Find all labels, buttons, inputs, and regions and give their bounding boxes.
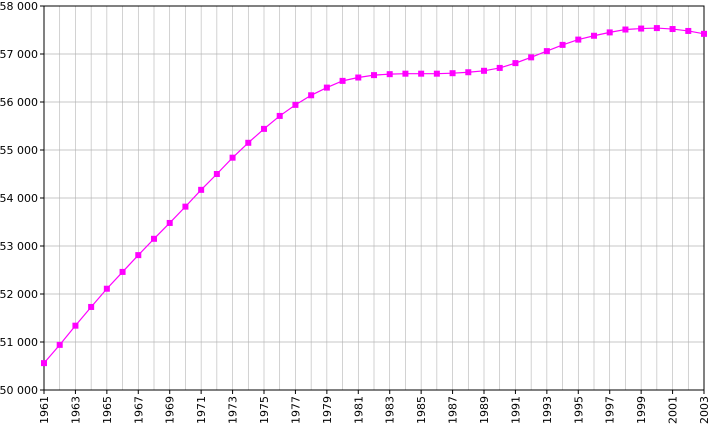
data-point bbox=[119, 268, 126, 275]
y-tick-label: 55 000 bbox=[0, 144, 38, 157]
plot-area-frame bbox=[43, 5, 705, 391]
y-tick-label: 52 000 bbox=[0, 288, 38, 301]
data-point bbox=[638, 25, 645, 32]
y-axis-ticks: 50 000 51 000 52 000 53 000 54 000 55 000 56 0… bbox=[0, 0, 44, 397]
data-point bbox=[182, 203, 189, 210]
data-point bbox=[575, 36, 582, 43]
x-tick-label: 1993 bbox=[541, 396, 554, 424]
x-tick-label: 1995 bbox=[572, 396, 585, 424]
data-point bbox=[701, 30, 707, 37]
data-point bbox=[151, 235, 157, 242]
data-point bbox=[496, 64, 503, 71]
y-tick-label: 53 000 bbox=[0, 240, 38, 253]
data-point bbox=[465, 69, 472, 76]
y-tick-label: 54 000 bbox=[0, 192, 38, 205]
data-point bbox=[386, 71, 393, 78]
data-point bbox=[229, 154, 236, 161]
x-tick-label: 1999 bbox=[635, 396, 648, 424]
x-tick-label: 1963 bbox=[69, 396, 82, 424]
x-tick-label: 1983 bbox=[384, 396, 397, 424]
data-point bbox=[481, 67, 487, 74]
data-point bbox=[685, 27, 692, 34]
data-point bbox=[543, 48, 550, 55]
y-tick-label: 56 000 bbox=[0, 96, 38, 109]
data-point bbox=[653, 25, 660, 32]
data-point bbox=[339, 77, 346, 84]
data-point bbox=[371, 72, 377, 79]
x-tick-label: 1991 bbox=[509, 396, 522, 424]
data-point bbox=[261, 125, 267, 132]
x-tick-label: 1987 bbox=[447, 396, 460, 424]
x-tick-label: 1973 bbox=[227, 396, 240, 424]
data-point bbox=[88, 303, 95, 310]
x-tick-label: 1985 bbox=[415, 396, 428, 424]
x-tick-label: 1961 bbox=[38, 396, 51, 424]
data-point bbox=[606, 29, 613, 36]
data-point bbox=[213, 171, 220, 177]
data-point bbox=[245, 139, 252, 146]
x-tick-label: 1997 bbox=[604, 396, 617, 424]
data-point bbox=[276, 112, 283, 119]
data-point bbox=[622, 26, 629, 33]
data-point bbox=[559, 41, 566, 48]
x-axis-ticks: 1961 1963 1965 1967 1969 1971 1973 1975 1977 1979… bbox=[38, 390, 711, 424]
x-tick-label: 1975 bbox=[258, 396, 271, 424]
x-tick-label: 2001 bbox=[667, 396, 680, 424]
x-tick-label: 1971 bbox=[195, 396, 208, 424]
data-point bbox=[41, 360, 47, 367]
grid-lines bbox=[43, 5, 705, 391]
data-point bbox=[308, 92, 315, 99]
x-tick-label: 1969 bbox=[164, 396, 177, 424]
x-tick-label: 2003 bbox=[698, 396, 711, 424]
x-tick-label: 1965 bbox=[101, 396, 114, 424]
data-point bbox=[355, 74, 362, 81]
data-point bbox=[166, 219, 173, 226]
data-point bbox=[528, 54, 535, 61]
x-tick-label: 1967 bbox=[132, 396, 145, 424]
data-point bbox=[292, 101, 299, 108]
data-point bbox=[449, 70, 456, 77]
data-point bbox=[418, 70, 425, 77]
data-point bbox=[72, 322, 79, 329]
y-tick-label: 57 000 bbox=[0, 48, 38, 61]
x-tick-label: 1979 bbox=[321, 396, 334, 424]
x-tick-label: 1989 bbox=[478, 396, 491, 424]
data-point bbox=[669, 26, 676, 33]
y-tick-label: 58 000 bbox=[0, 0, 38, 13]
data-point bbox=[433, 70, 440, 77]
data-point bbox=[103, 285, 110, 292]
data-point bbox=[402, 70, 409, 77]
data-point bbox=[56, 341, 63, 348]
data-point bbox=[323, 84, 330, 91]
data-series bbox=[41, 25, 707, 367]
data-point bbox=[198, 186, 205, 193]
x-tick-label: 1981 bbox=[352, 396, 365, 424]
x-tick-label: 1977 bbox=[289, 396, 302, 424]
data-point bbox=[135, 252, 142, 259]
data-point bbox=[591, 32, 597, 39]
y-tick-label: 50 000 bbox=[0, 384, 38, 397]
data-point bbox=[512, 60, 519, 67]
y-tick-label: 51 000 bbox=[0, 336, 38, 349]
